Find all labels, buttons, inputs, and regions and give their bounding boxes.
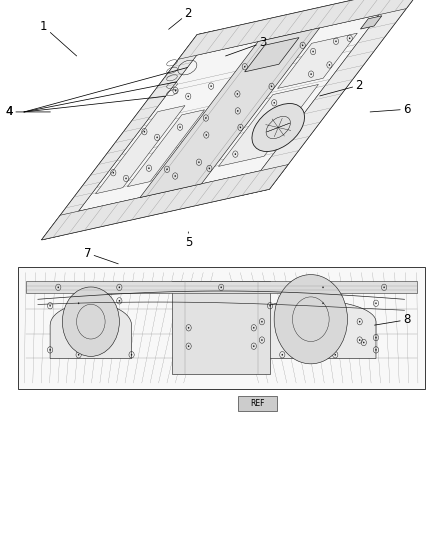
Circle shape xyxy=(188,345,189,347)
Circle shape xyxy=(175,90,176,92)
Text: REF: REF xyxy=(250,399,265,408)
Circle shape xyxy=(269,305,271,306)
Circle shape xyxy=(322,286,324,288)
Circle shape xyxy=(131,354,132,356)
Circle shape xyxy=(311,73,312,75)
Circle shape xyxy=(375,349,377,351)
Polygon shape xyxy=(78,15,379,211)
Polygon shape xyxy=(245,37,299,72)
Circle shape xyxy=(253,345,254,347)
Circle shape xyxy=(375,302,377,304)
Polygon shape xyxy=(42,165,288,240)
Circle shape xyxy=(359,339,360,341)
Bar xyxy=(18,266,425,389)
Polygon shape xyxy=(127,110,205,187)
Circle shape xyxy=(188,327,189,329)
Circle shape xyxy=(62,287,119,357)
Polygon shape xyxy=(242,0,425,195)
Circle shape xyxy=(205,134,207,136)
Circle shape xyxy=(119,286,120,288)
Circle shape xyxy=(208,167,210,169)
Circle shape xyxy=(274,274,347,364)
Polygon shape xyxy=(50,303,131,358)
Circle shape xyxy=(144,131,145,133)
Circle shape xyxy=(375,337,377,338)
Circle shape xyxy=(328,64,330,66)
Circle shape xyxy=(261,321,263,322)
Circle shape xyxy=(237,93,238,95)
Circle shape xyxy=(166,168,168,170)
Circle shape xyxy=(349,37,350,39)
Text: 1: 1 xyxy=(40,20,77,56)
Circle shape xyxy=(57,286,59,288)
Circle shape xyxy=(78,302,79,304)
Polygon shape xyxy=(219,84,318,166)
Circle shape xyxy=(210,85,212,87)
Polygon shape xyxy=(172,281,270,374)
Circle shape xyxy=(312,51,314,52)
Circle shape xyxy=(276,59,277,61)
Circle shape xyxy=(113,172,114,174)
Text: 7: 7 xyxy=(84,247,118,264)
Circle shape xyxy=(282,354,283,356)
Circle shape xyxy=(125,177,127,179)
Circle shape xyxy=(148,167,150,169)
Circle shape xyxy=(335,41,337,42)
Polygon shape xyxy=(26,281,417,294)
Polygon shape xyxy=(246,300,376,358)
Ellipse shape xyxy=(252,103,304,151)
Text: 6: 6 xyxy=(370,103,410,116)
Text: 8: 8 xyxy=(374,313,410,326)
Polygon shape xyxy=(178,0,425,59)
Polygon shape xyxy=(140,28,320,198)
Circle shape xyxy=(237,110,239,112)
Polygon shape xyxy=(42,30,215,240)
Polygon shape xyxy=(278,33,357,88)
Circle shape xyxy=(383,286,385,288)
Circle shape xyxy=(49,349,51,351)
Circle shape xyxy=(363,342,364,343)
Circle shape xyxy=(174,175,176,177)
Circle shape xyxy=(261,339,263,341)
Circle shape xyxy=(268,52,269,54)
Polygon shape xyxy=(360,16,382,29)
Circle shape xyxy=(335,354,336,356)
Circle shape xyxy=(49,305,51,306)
Circle shape xyxy=(156,136,158,138)
Circle shape xyxy=(198,161,200,163)
Circle shape xyxy=(187,95,189,97)
Circle shape xyxy=(240,126,241,128)
Circle shape xyxy=(244,66,246,68)
Text: 3: 3 xyxy=(226,36,266,56)
Text: 2: 2 xyxy=(169,7,192,29)
Circle shape xyxy=(302,44,304,46)
Circle shape xyxy=(359,321,360,322)
FancyBboxPatch shape xyxy=(238,396,277,411)
Text: 4: 4 xyxy=(6,106,50,118)
Circle shape xyxy=(273,102,275,104)
Text: 4: 4 xyxy=(6,106,13,118)
Circle shape xyxy=(322,302,324,304)
Circle shape xyxy=(253,327,254,329)
Text: 5: 5 xyxy=(185,232,192,249)
Polygon shape xyxy=(95,106,185,193)
Circle shape xyxy=(220,286,222,288)
Text: 2: 2 xyxy=(320,79,363,96)
Circle shape xyxy=(119,300,120,302)
Circle shape xyxy=(235,153,236,155)
Circle shape xyxy=(271,85,272,87)
Circle shape xyxy=(78,354,79,356)
Circle shape xyxy=(205,117,207,119)
Circle shape xyxy=(179,126,181,128)
